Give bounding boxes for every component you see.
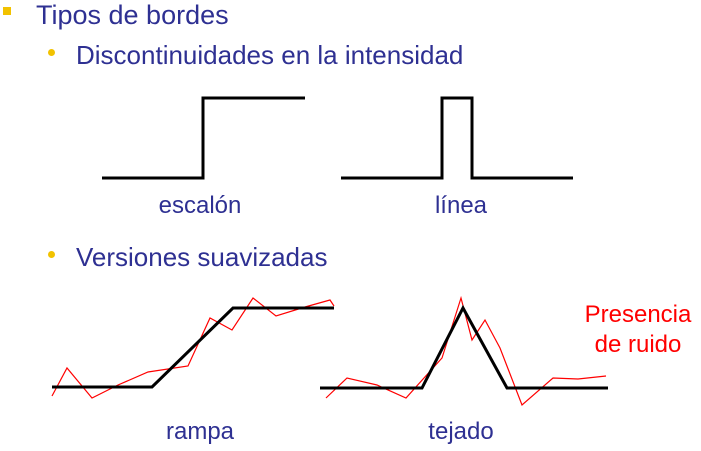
caption-ramp: rampa xyxy=(165,418,235,445)
section1-title: Discontinuidades en la intensidad xyxy=(76,40,464,70)
heading-bullet xyxy=(3,7,11,15)
section2-title: Versiones suavizadas xyxy=(76,242,328,272)
caption-line: línea xyxy=(434,192,488,219)
noise-note-line1: Presencia xyxy=(584,301,692,328)
line-edge-profile xyxy=(341,96,573,180)
roof-edge-profile xyxy=(320,304,608,390)
caption-roof: tejado xyxy=(428,418,494,445)
ramp-edge-profile xyxy=(52,306,334,389)
heading: Tipos de bordes xyxy=(36,0,229,30)
roof-noisy-profile xyxy=(325,295,607,407)
step-edge-profile xyxy=(102,96,305,180)
caption-step: escalón xyxy=(158,192,242,219)
noise-note: Presencia de ruido xyxy=(576,300,700,360)
section1-bullet xyxy=(48,49,55,56)
section2-bullet xyxy=(48,251,55,258)
noise-note-line2: de ruido xyxy=(594,331,682,358)
